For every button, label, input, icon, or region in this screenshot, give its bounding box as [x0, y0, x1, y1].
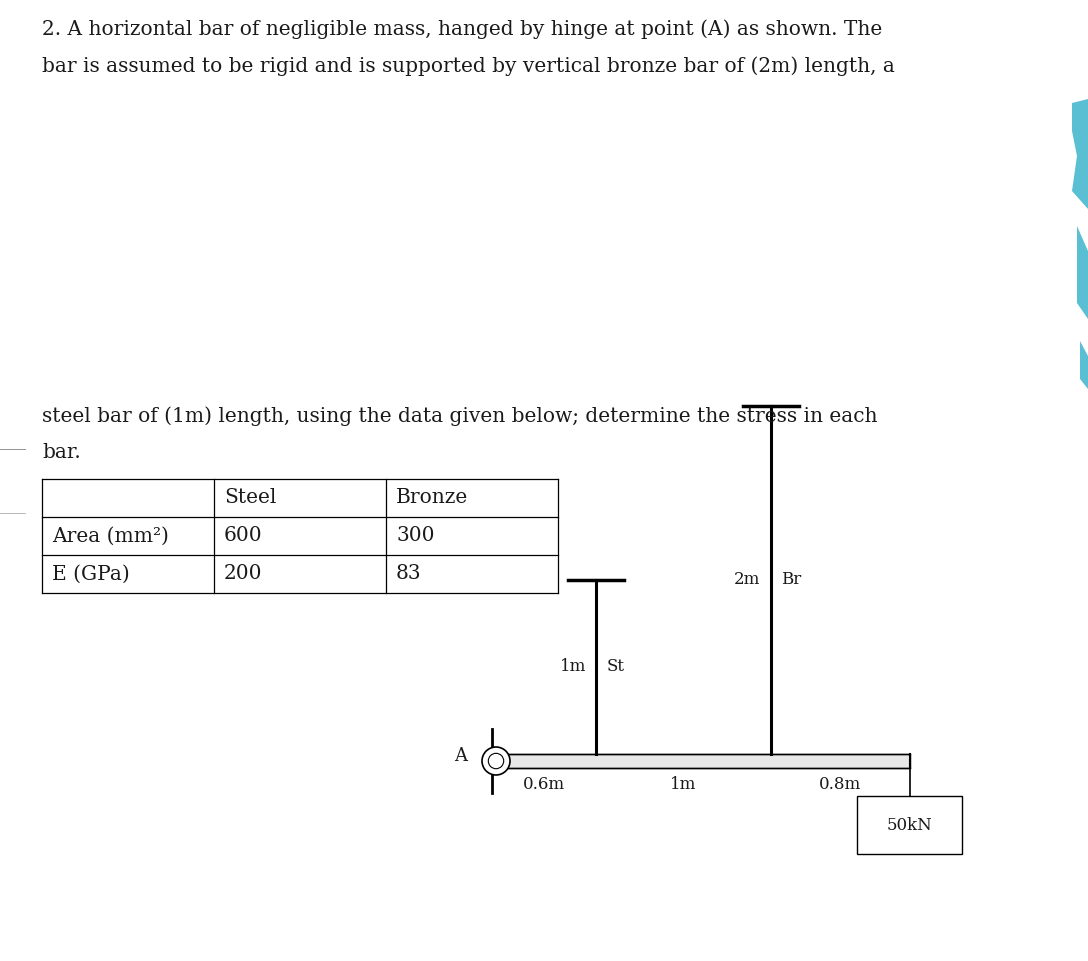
- Circle shape: [489, 753, 504, 769]
- Text: bar is assumed to be rigid and is supported by vertical bronze bar of (2m) lengt: bar is assumed to be rigid and is suppor…: [42, 56, 894, 76]
- Polygon shape: [1072, 99, 1088, 209]
- Text: Steel: Steel: [224, 488, 276, 507]
- Text: A: A: [454, 747, 467, 765]
- Text: Br: Br: [781, 572, 801, 588]
- Bar: [492, 754, 910, 768]
- Text: 0.6m: 0.6m: [523, 776, 566, 793]
- Text: 600: 600: [224, 527, 262, 546]
- Text: 1m: 1m: [560, 658, 586, 676]
- Text: Bronze: Bronze: [396, 488, 468, 507]
- Text: 50kN: 50kN: [887, 817, 932, 833]
- Bar: [857, 796, 963, 854]
- Text: 1m: 1m: [670, 776, 696, 793]
- Text: 83: 83: [396, 564, 422, 583]
- Text: Area (mm²): Area (mm²): [52, 527, 169, 546]
- Text: 200: 200: [224, 564, 262, 583]
- Text: 0.8m: 0.8m: [819, 776, 862, 793]
- Text: bar.: bar.: [42, 443, 81, 462]
- Circle shape: [482, 747, 510, 775]
- Polygon shape: [1080, 341, 1088, 389]
- Polygon shape: [1077, 226, 1088, 319]
- Text: steel bar of (1m) length, using the data given below; determine the stress in ea: steel bar of (1m) length, using the data…: [42, 406, 878, 426]
- Text: 2. A horizontal bar of negligible mass, hanged by hinge at point (A) as shown. T: 2. A horizontal bar of negligible mass, …: [42, 19, 882, 38]
- Text: St: St: [606, 658, 625, 676]
- Text: 300: 300: [396, 527, 434, 546]
- Text: 2m: 2m: [734, 572, 761, 588]
- Text: E (GPa): E (GPa): [52, 564, 129, 583]
